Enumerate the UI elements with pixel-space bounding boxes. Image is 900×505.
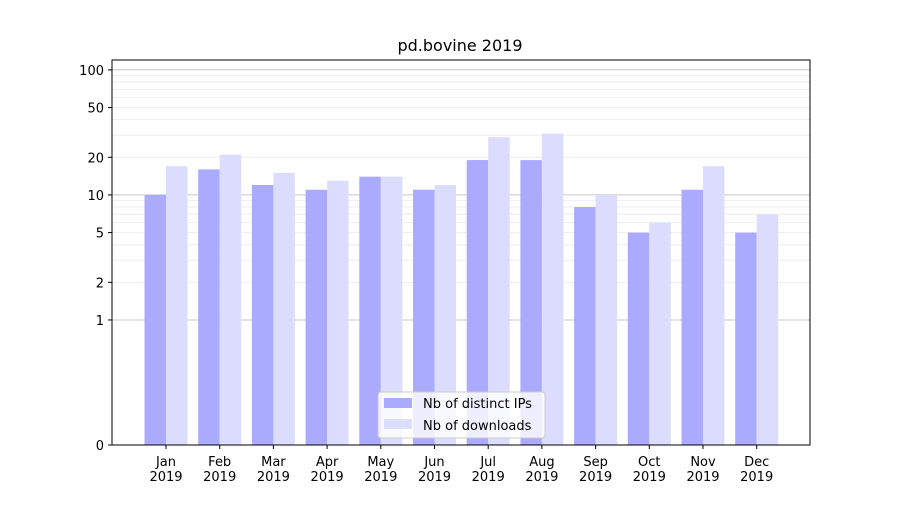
bar-downloads xyxy=(380,176,403,445)
x-tick-label: May 2019 xyxy=(364,455,397,485)
y-tick-label: 50 xyxy=(87,102,104,117)
bar-downloads xyxy=(273,172,295,445)
bar-downloads xyxy=(327,180,349,445)
y-tick-label: 0 xyxy=(96,439,104,454)
x-tick-label: Jul 2019 xyxy=(472,455,505,485)
x-tick-label: Dec 2019 xyxy=(740,455,773,485)
x-axis: Jan 2019 Feb 2019 Mar 2019 Apr 2019 May 2019 Jun 20… xyxy=(149,445,773,485)
legend-swatch-downloads xyxy=(384,419,412,429)
bar-downloads xyxy=(434,185,456,445)
x-tick-label: Jan 2019 xyxy=(149,455,182,485)
x-tick-label: Apr 2019 xyxy=(311,455,344,485)
y-tick-label: 2 xyxy=(96,276,104,291)
y-tick-label: 10 xyxy=(87,189,104,204)
bar-distinct-ips xyxy=(198,169,220,445)
bar-distinct-ips xyxy=(735,232,757,445)
x-tick-label: Aug 2019 xyxy=(525,455,558,485)
x-tick-label: Nov 2019 xyxy=(686,455,719,485)
bar-downloads xyxy=(703,166,725,445)
x-tick-label: Sep 2019 xyxy=(579,455,612,485)
chart-title: pd.bovine 2019 xyxy=(397,36,522,55)
bar-distinct-ips xyxy=(466,160,489,445)
bar-distinct-ips xyxy=(305,189,328,445)
bar-downloads xyxy=(595,194,618,445)
bar-downloads xyxy=(166,166,188,445)
legend-box xyxy=(377,391,546,439)
x-tick-label: Jun 2019 xyxy=(418,455,451,485)
bar-distinct-ips xyxy=(413,189,435,445)
bar-downloads xyxy=(649,222,671,445)
y-tick-label: 100 xyxy=(79,64,104,79)
bar-distinct-ips xyxy=(627,232,650,445)
bar-downloads xyxy=(219,154,242,446)
bar-downloads xyxy=(488,137,510,445)
axes-frame xyxy=(111,59,811,446)
bar-distinct-ips xyxy=(144,194,166,445)
bars xyxy=(144,133,779,446)
legend-swatch-distinct-ips xyxy=(384,398,412,408)
legend-label-distinct-ips: Nb of distinct IPs xyxy=(423,397,532,412)
bar-distinct-ips xyxy=(359,176,381,445)
x-tick-label: Feb 2019 xyxy=(203,455,236,485)
y-tick-label: 20 xyxy=(87,151,104,166)
x-tick-label: Oct 2019 xyxy=(633,455,666,485)
bar-distinct-ips xyxy=(251,185,274,445)
bar-distinct-ips xyxy=(574,207,596,445)
bar-downloads xyxy=(541,133,564,445)
bar-distinct-ips xyxy=(520,160,542,445)
y-tick-label: 1 xyxy=(96,314,104,329)
bar-downloads xyxy=(756,214,779,445)
bar-distinct-ips xyxy=(681,189,703,445)
x-tick-label: Mar 2019 xyxy=(257,455,290,485)
y-axis: 0 1 2 5 10 20 50 100 xyxy=(79,64,112,454)
y-tick-label: 5 xyxy=(96,227,104,242)
legend: Nb of distinct IPs Nb of downloads xyxy=(377,391,546,439)
legend-label-downloads: Nb of downloads xyxy=(423,419,532,434)
